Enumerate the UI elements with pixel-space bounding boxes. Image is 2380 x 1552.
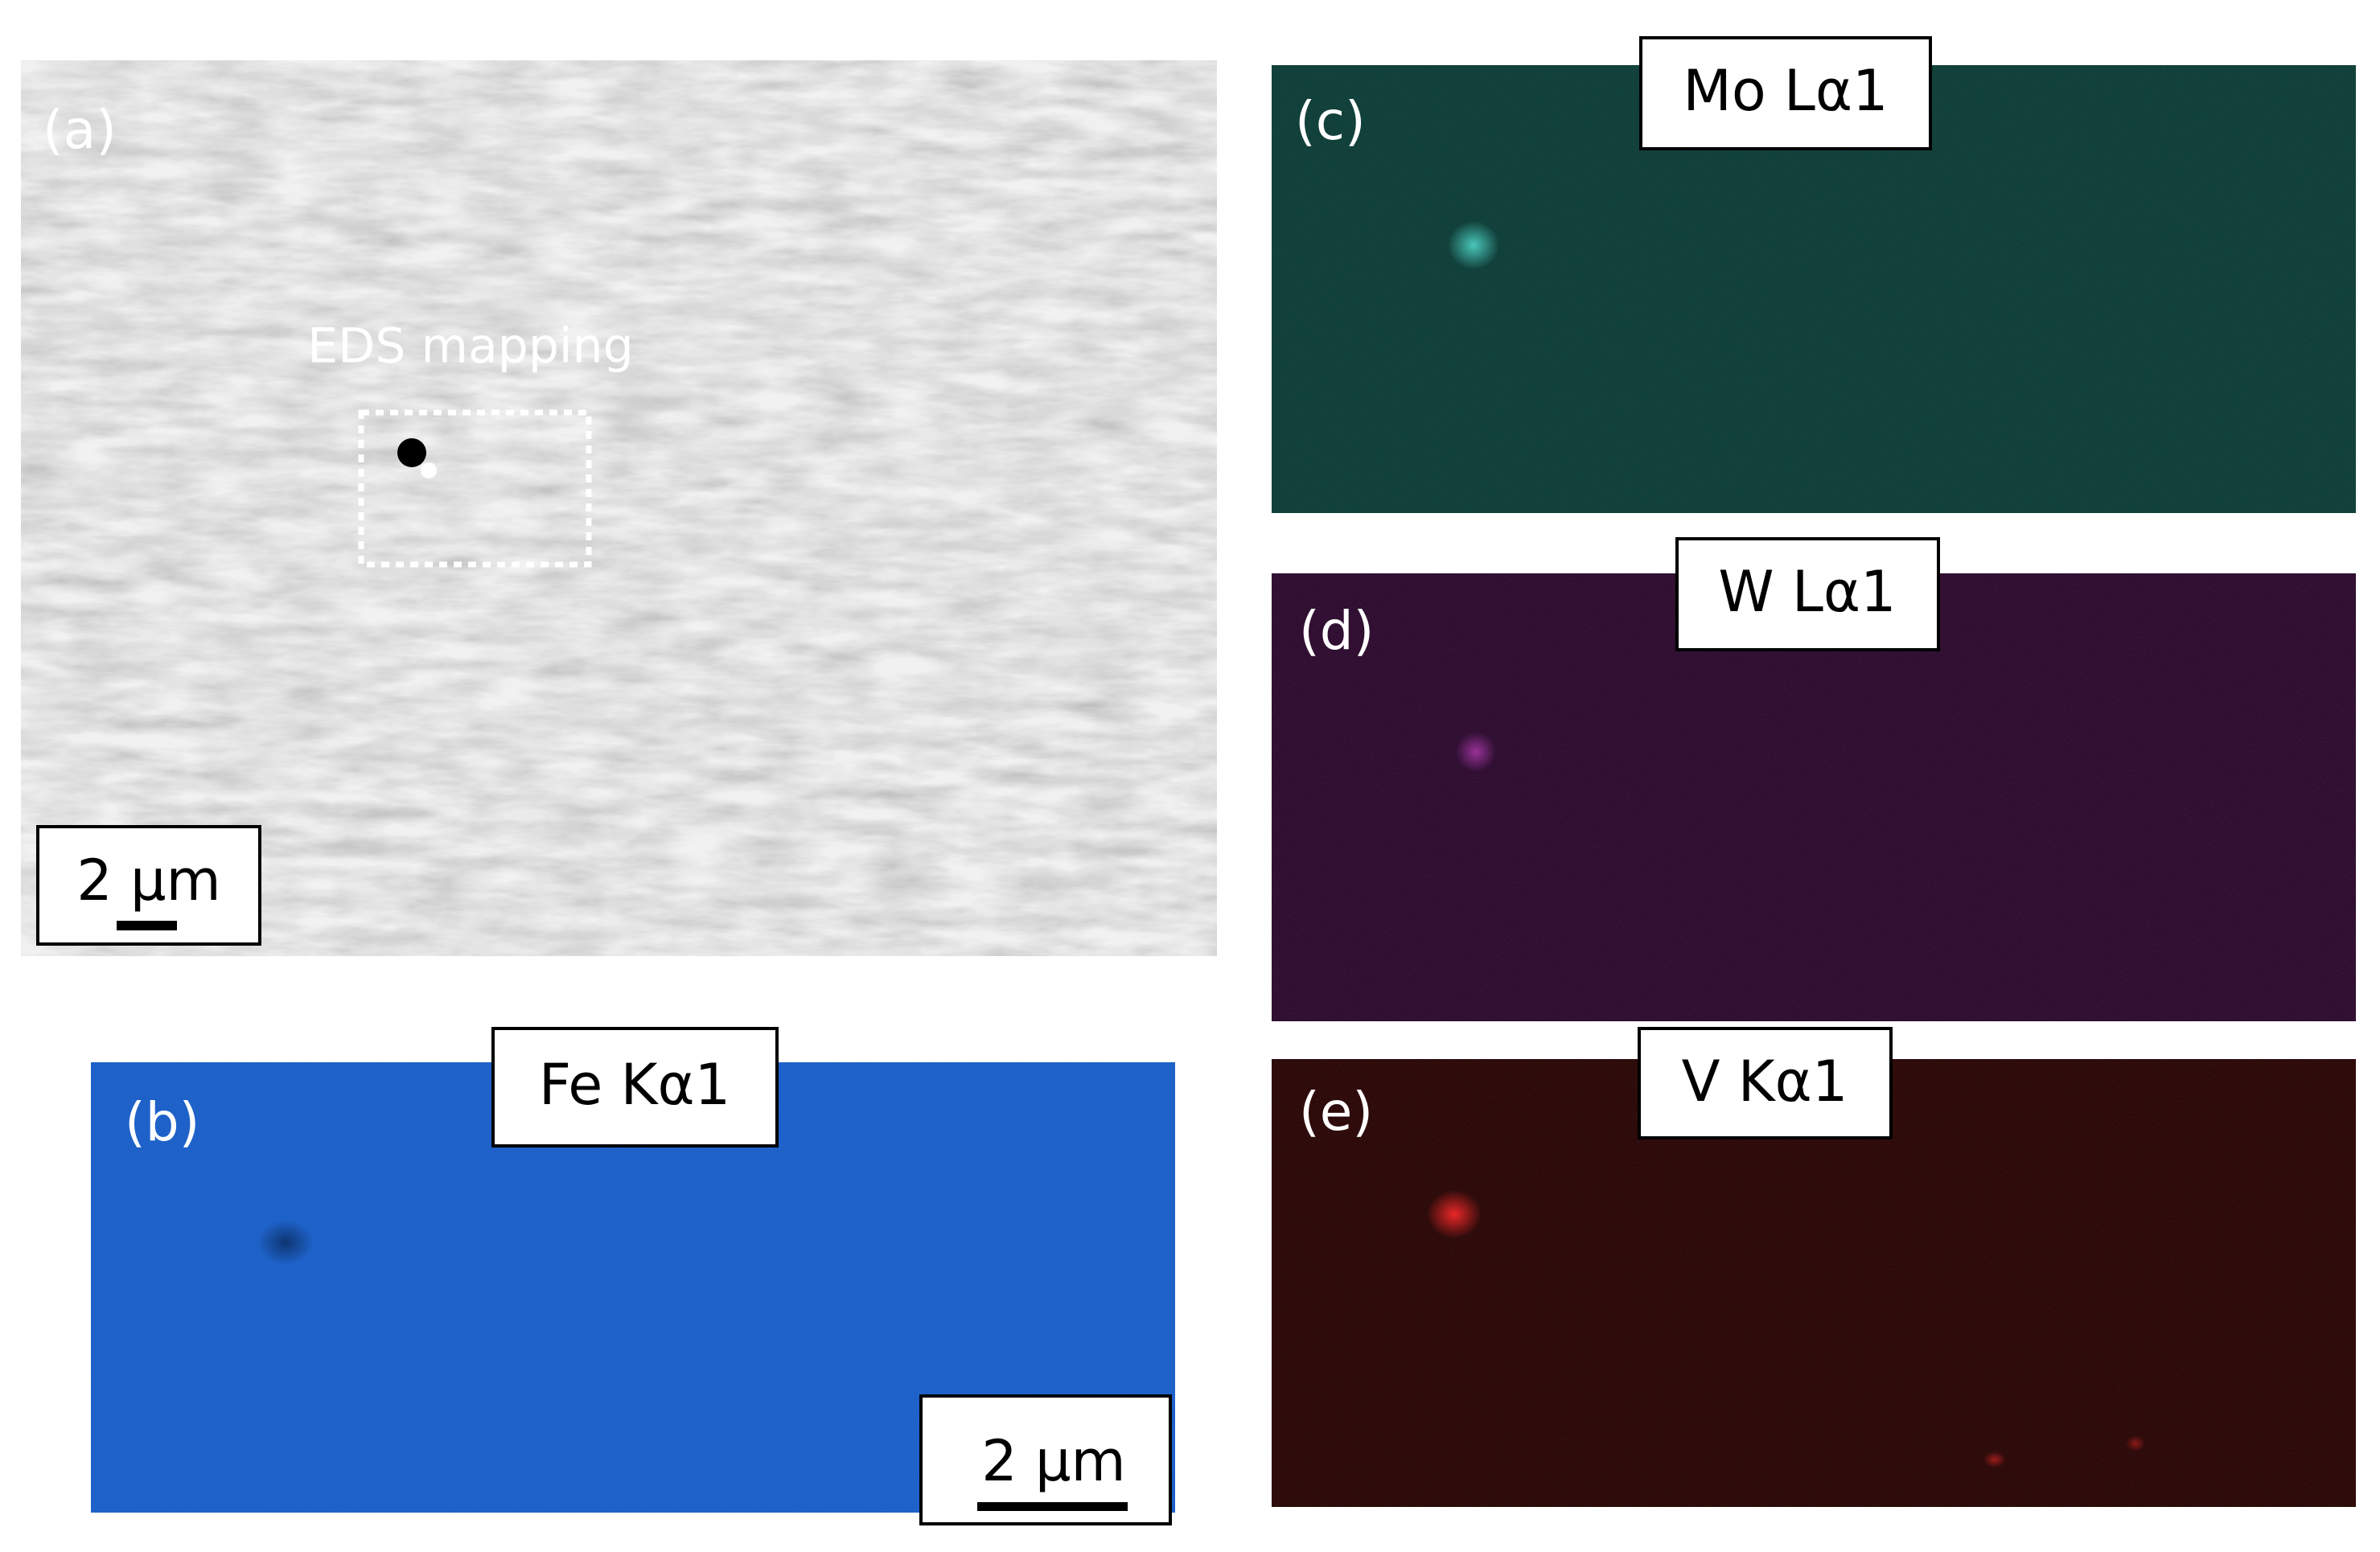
- pore: [397, 438, 426, 467]
- scale-bar: [977, 1502, 1128, 1511]
- element-box: [1675, 537, 1940, 651]
- panel-b: (b) Fe Kα1 2 µm: [91, 1027, 1175, 1525]
- element-box: [491, 1027, 779, 1148]
- panel-label: (b): [125, 1091, 199, 1153]
- sem-texture: [21, 60, 1217, 956]
- hotspot: [1456, 732, 1496, 772]
- scale-bar-label: 2 µm: [981, 1428, 1126, 1494]
- particle: [421, 462, 437, 478]
- panel-d: (d) W Lα1: [1272, 537, 2356, 1021]
- hotspot: [2126, 1435, 2145, 1451]
- panel-label: (e): [1299, 1081, 1373, 1143]
- panel-c: (c) Mo Lα1: [1272, 36, 2356, 513]
- mapping-region: [358, 409, 592, 568]
- element-label: Fe Kα1: [539, 1052, 730, 1118]
- element-box: [1639, 36, 1932, 150]
- depletion: [257, 1220, 314, 1265]
- element-label: W Lα1: [1718, 559, 1896, 625]
- panel-label: (a): [43, 99, 117, 161]
- panel-a: (a) EDS mapping 2 µm: [21, 60, 1217, 956]
- hotspot: [1448, 221, 1499, 269]
- hotspot: [1427, 1190, 1482, 1238]
- hotspot: [1983, 1451, 2006, 1468]
- annotation: EDS mapping: [307, 318, 633, 375]
- panel-label: (c): [1295, 90, 1366, 152]
- element-label: V Kα1: [1682, 1049, 1848, 1115]
- scale-bar-label: 2 µm: [76, 848, 221, 914]
- element-box: [1638, 1027, 1893, 1139]
- scale-bar: [117, 921, 177, 930]
- element-label: Mo Lα1: [1683, 58, 1888, 124]
- panel-e: (e) V Kα1: [1272, 1027, 2356, 1507]
- panel-label: (d): [1299, 600, 1374, 662]
